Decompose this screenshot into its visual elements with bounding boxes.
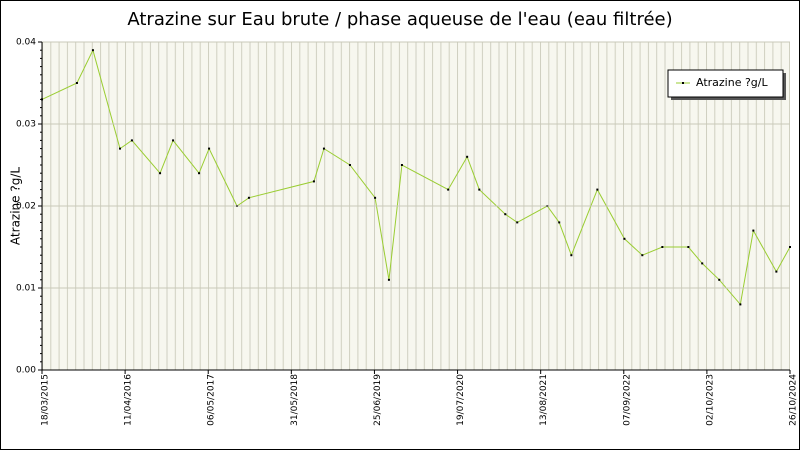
x-tick-label: 26/10/2024 xyxy=(789,374,799,426)
data-point xyxy=(400,164,403,166)
data-point xyxy=(570,254,573,257)
data-point xyxy=(701,262,704,265)
y-tick-label: 0.02 xyxy=(16,202,36,212)
data-point xyxy=(312,180,315,183)
data-point xyxy=(752,229,755,232)
data-point xyxy=(516,221,519,224)
data-point xyxy=(687,246,690,248)
x-tick-label: 25/06/2019 xyxy=(373,374,383,426)
data-point xyxy=(775,270,778,273)
x-tick-label: 19/07/2020 xyxy=(456,374,466,426)
y-tick-label: 0.01 xyxy=(16,284,36,294)
y-axis-label: Atrazine ?g/L xyxy=(9,167,23,245)
y-tick-label: 0.04 xyxy=(16,38,36,48)
x-tick-label: 02/10/2023 xyxy=(705,374,715,426)
data-point xyxy=(447,188,450,191)
data-point xyxy=(172,139,175,142)
plot xyxy=(41,48,791,306)
data-point xyxy=(208,147,211,150)
data-point xyxy=(641,254,644,257)
data-point xyxy=(130,139,133,142)
data-point xyxy=(739,303,742,306)
data-point xyxy=(198,172,201,175)
data-point xyxy=(75,82,78,84)
data-point xyxy=(596,188,599,191)
data-point xyxy=(789,246,791,248)
data-point xyxy=(159,172,162,175)
data-point xyxy=(348,164,351,166)
y-tick-label: 0.03 xyxy=(16,120,36,130)
data-point xyxy=(374,196,377,199)
legend-marker xyxy=(682,82,684,84)
data-point xyxy=(504,213,507,216)
x-tick-label: 18/03/2015 xyxy=(41,374,51,426)
series-line xyxy=(41,48,791,306)
data-point xyxy=(247,196,250,199)
chart-title: Atrazine sur Eau brute / phase aqueuse d… xyxy=(127,9,672,30)
data-point xyxy=(387,278,390,281)
x-tick-label: 31/05/2018 xyxy=(290,374,300,426)
data-point xyxy=(322,147,325,150)
x-tick-label: 06/05/2017 xyxy=(207,374,217,426)
data-point xyxy=(91,49,94,52)
data-point xyxy=(466,155,469,158)
data-point xyxy=(558,221,561,224)
data-point xyxy=(118,147,121,150)
data-point xyxy=(478,188,481,191)
legend: Atrazine ?g/L xyxy=(667,69,786,100)
data-point xyxy=(661,246,664,248)
data-point xyxy=(718,278,721,281)
x-tick-label: 13/08/2021 xyxy=(539,374,549,426)
x-tick-label: 11/04/2016 xyxy=(124,374,134,426)
y-tick-label: 0.00 xyxy=(16,366,36,376)
data-point xyxy=(623,237,626,240)
legend-label: Atrazine ?g/L xyxy=(696,76,769,89)
x-tick-label: 07/09/2022 xyxy=(622,374,632,426)
